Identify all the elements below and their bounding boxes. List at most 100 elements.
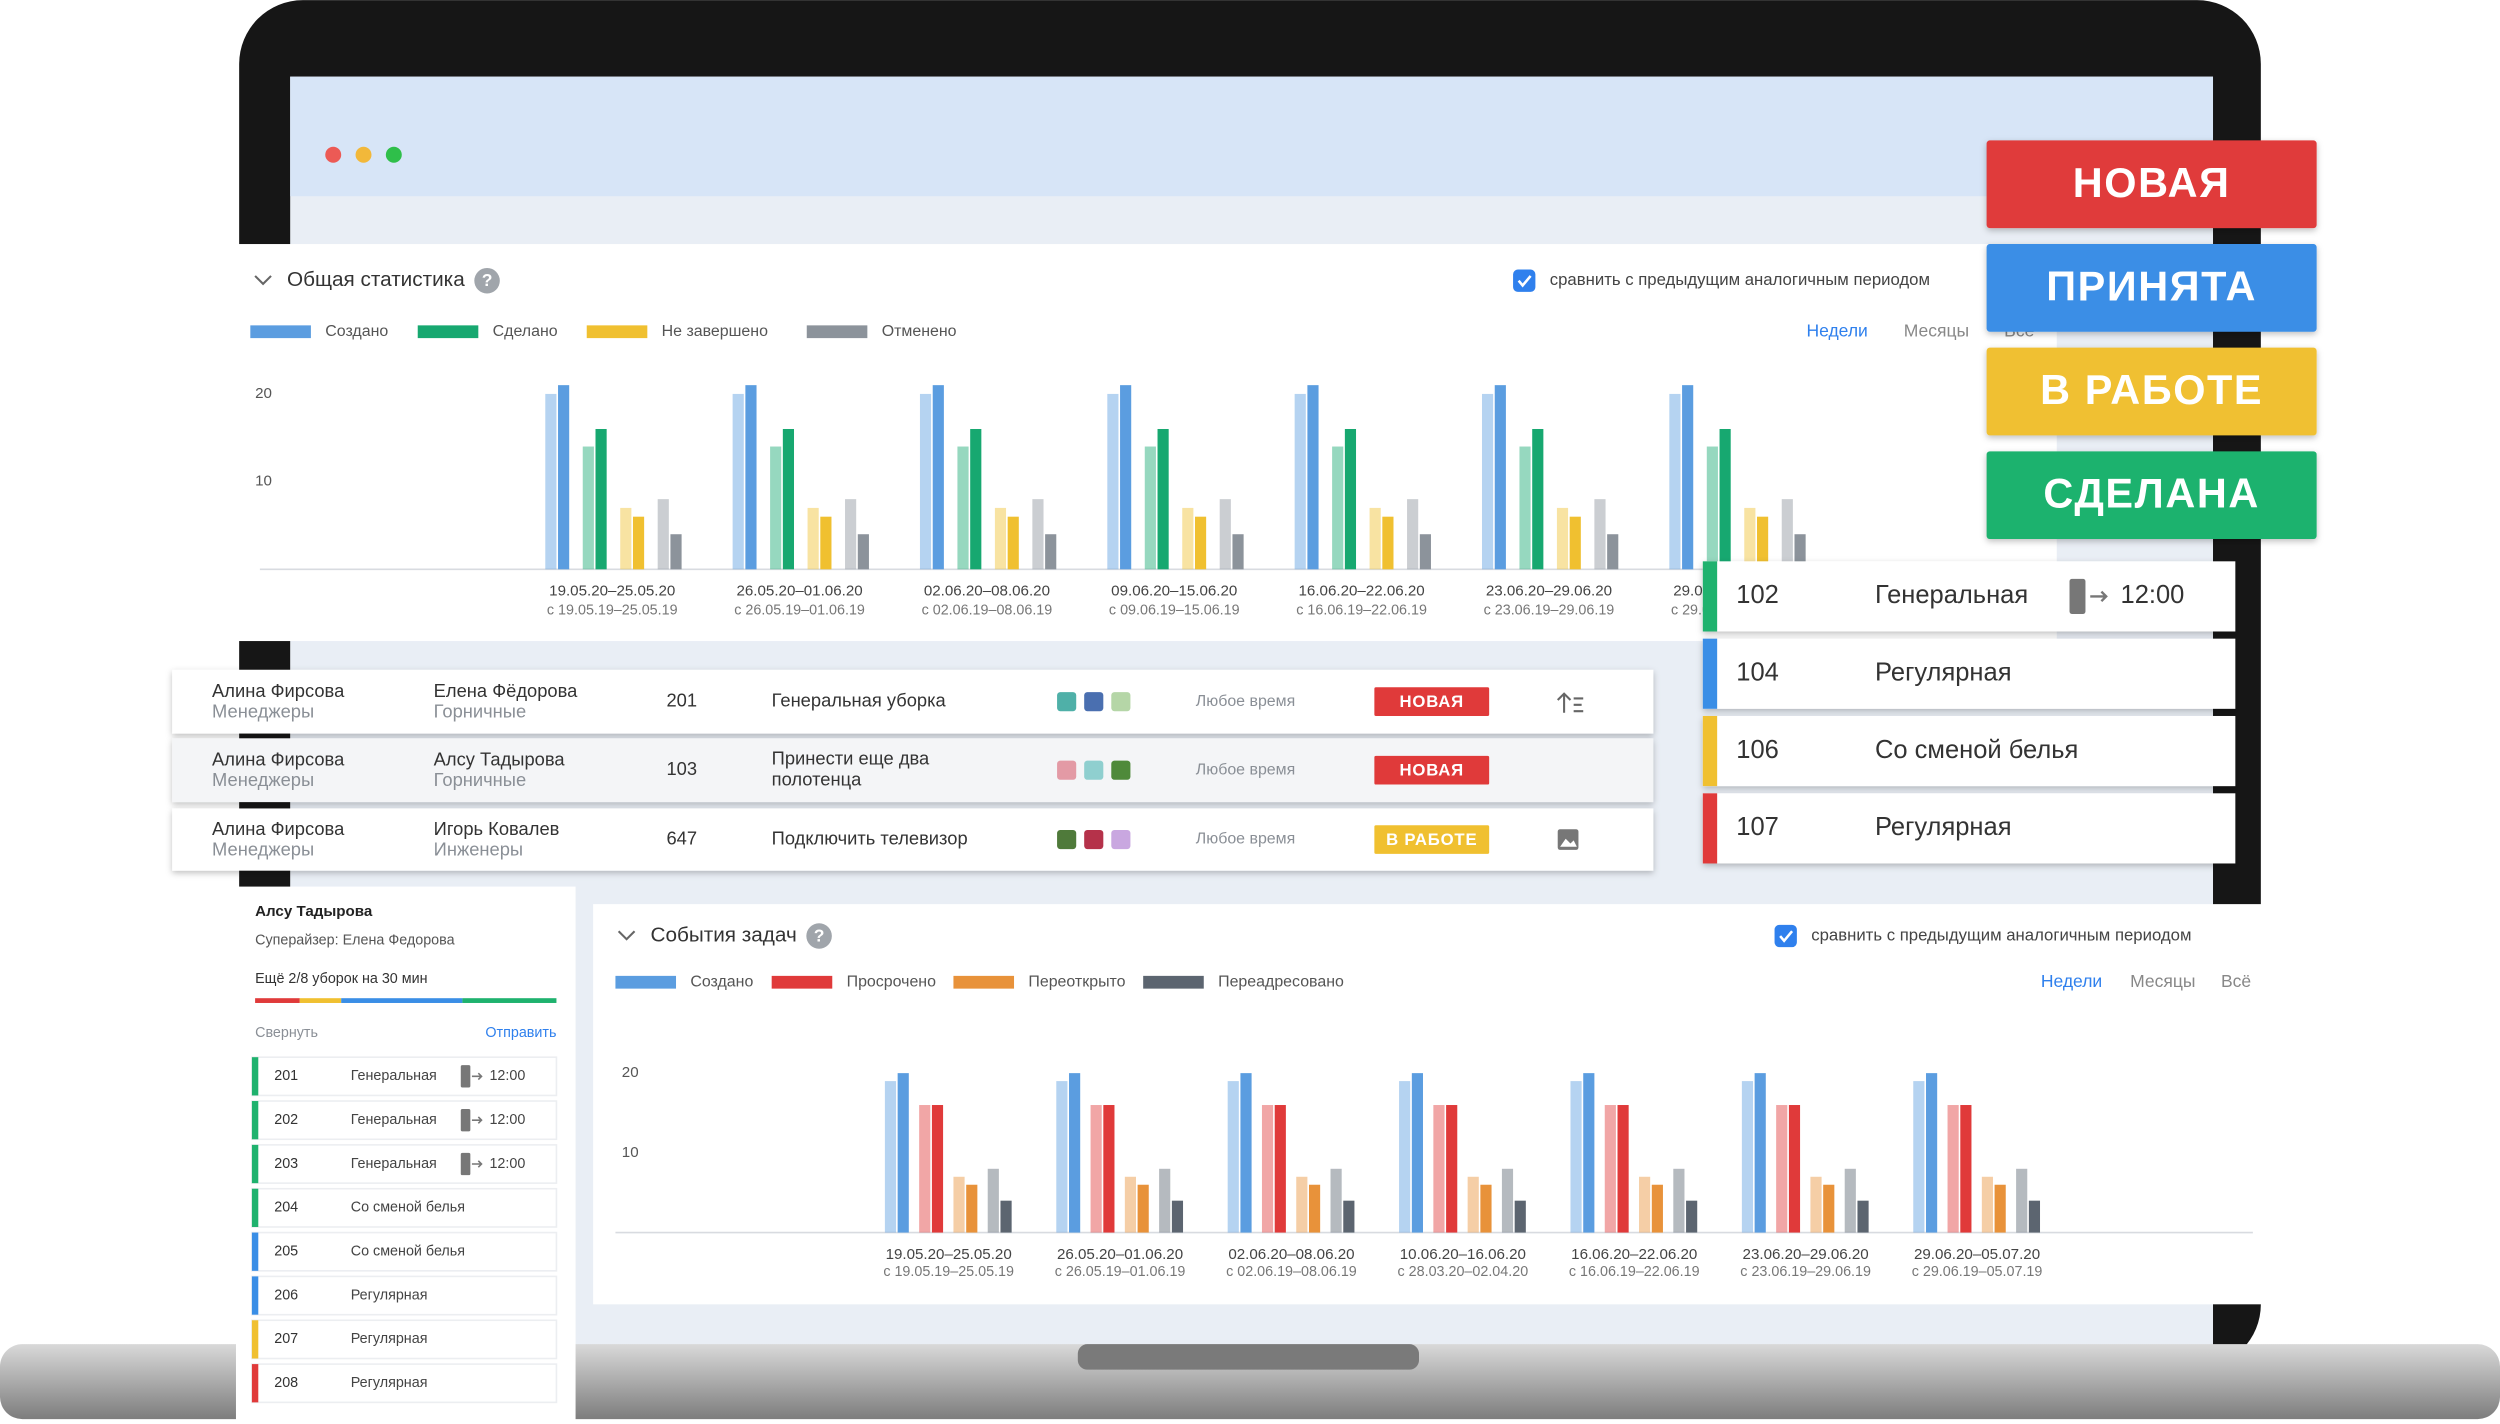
room-item[interactable] <box>251 1275 558 1316</box>
x-tick-compare-label: с 29.06.19–05.07.19 <box>1912 1264 2043 1280</box>
bar <box>1344 428 1357 570</box>
status-badge-large[interactable] <box>1986 347 2317 436</box>
bar <box>1823 1184 1835 1233</box>
status-badge[interactable] <box>1374 687 1490 716</box>
bar <box>1157 428 1169 570</box>
bar <box>1120 385 1132 570</box>
window-maximize[interactable] <box>385 146 402 163</box>
bar <box>657 499 669 570</box>
bar <box>1296 1176 1308 1233</box>
room-type: Генеральная <box>351 1156 437 1172</box>
status-badge-large[interactable] <box>1986 140 2317 229</box>
room-stripe <box>251 1364 259 1403</box>
window-minimize[interactable] <box>355 146 372 163</box>
room-card[interactable] <box>1702 793 2236 864</box>
room-stripe <box>251 1057 259 1096</box>
bar <box>1981 1176 1993 1233</box>
color-swatch <box>1084 692 1104 712</box>
bar <box>1411 1073 1423 1233</box>
x-tick-label: 16.06.20–22.06.20 <box>1571 1246 1697 1263</box>
y-tick-label: 10 <box>255 473 272 490</box>
bar <box>2028 1200 2041 1233</box>
status-badge[interactable] <box>1374 755 1490 785</box>
x-tick-label: 26.05.20–01.06.20 <box>1057 1246 1183 1263</box>
task-time: Любое время <box>1196 831 1295 848</box>
room-card[interactable] <box>1702 715 2236 787</box>
room-card-type: Регулярная <box>1875 813 2012 841</box>
status-badge-label: НОВАЯ <box>2073 159 2231 206</box>
help-icon[interactable] <box>806 923 832 949</box>
bar <box>1382 516 1394 570</box>
help-text[interactable]: ? <box>482 270 493 290</box>
image-icon[interactable] <box>1557 829 1579 850</box>
period-tab[interactable]: Месяцы <box>1904 320 1969 340</box>
bar <box>1103 1105 1115 1233</box>
room-item[interactable] <box>251 1319 558 1360</box>
x-tick-compare-label: с 28.03.20–02.04.20 <box>1398 1264 1529 1280</box>
help-text[interactable]: ? <box>814 925 825 945</box>
period-tab[interactable]: Месяцы <box>2130 971 2195 991</box>
room-type: Регулярная <box>351 1375 428 1391</box>
y-tick-label: 20 <box>255 385 272 402</box>
bar <box>1467 1176 1479 1233</box>
bar <box>558 385 570 570</box>
period-tab[interactable]: Недели <box>2041 971 2102 991</box>
bar <box>1419 534 1431 570</box>
bar <box>1569 516 1581 570</box>
bar <box>1045 534 1057 570</box>
room-item[interactable] <box>251 1363 558 1404</box>
task-title: Подключить телевизор <box>772 827 968 848</box>
room-item[interactable] <box>251 1187 558 1228</box>
x-tick-label: 16.06.20–22.06.20 <box>1299 583 1425 600</box>
bar <box>1781 499 1793 570</box>
sort-icon[interactable] <box>1556 692 1584 713</box>
x-tick-compare-label: с 02.06.19–08.06.19 <box>922 603 1053 619</box>
room-item[interactable] <box>251 1100 558 1141</box>
bar <box>770 446 782 570</box>
bar <box>919 393 932 570</box>
x-tick-label: 26.05.20–01.06.20 <box>736 583 862 600</box>
room-card[interactable] <box>1702 561 2236 632</box>
bar <box>545 393 557 570</box>
x-tick-label: 23.06.20–29.06.20 <box>1743 1246 1869 1263</box>
collapse-chevron[interactable] <box>617 930 636 941</box>
send-link[interactable]: Отправить <box>485 1025 556 1041</box>
bar <box>1857 1200 1869 1233</box>
collapse-link[interactable]: Свернуть <box>255 1025 318 1041</box>
status-badge-large[interactable] <box>1986 244 2317 332</box>
period-tab[interactable]: Недели <box>1806 320 1867 340</box>
progress-segment <box>341 998 463 1003</box>
room-number: 204 <box>274 1200 298 1216</box>
compare-checkbox[interactable] <box>1774 924 1797 948</box>
x-tick-compare-label: с 26.05.19–01.06.19 <box>1055 1264 1186 1280</box>
x-tick-compare-label: с 02.06.19–08.06.19 <box>1226 1264 1357 1280</box>
room-stripe <box>251 1320 259 1359</box>
collapse-chevron[interactable] <box>254 275 272 286</box>
manager-role: Менеджеры <box>212 839 314 860</box>
bar <box>1007 516 1019 570</box>
room-item[interactable] <box>251 1231 558 1272</box>
bar <box>807 507 819 570</box>
window-close[interactable] <box>325 146 342 163</box>
status-badge-label: СДЕЛАНА <box>2043 470 2260 517</box>
bar <box>1227 1081 1239 1233</box>
status-badge-large[interactable] <box>1986 451 2317 540</box>
help-icon[interactable] <box>474 267 500 294</box>
laptop-base <box>0 1344 2500 1420</box>
x-tick-label: 02.06.20–08.06.20 <box>924 583 1050 600</box>
bar <box>620 507 632 570</box>
x-tick-label: 19.05.20–25.05.20 <box>549 583 675 600</box>
period-tab[interactable]: Всё <box>2221 971 2251 991</box>
legend-label: Создано <box>690 973 753 990</box>
x-tick-label: 10.06.20–16.06.20 <box>1400 1246 1526 1263</box>
image-icon-glyph <box>1560 838 1577 847</box>
color-swatch <box>1057 829 1077 850</box>
compare-checkbox[interactable] <box>1513 269 1536 292</box>
status-badge[interactable] <box>1374 825 1490 854</box>
room-card[interactable] <box>1702 638 2236 709</box>
checkmark <box>1779 930 1794 943</box>
room-item[interactable] <box>251 1056 558 1097</box>
room-stripe <box>251 1188 259 1227</box>
color-swatch <box>1111 692 1131 712</box>
